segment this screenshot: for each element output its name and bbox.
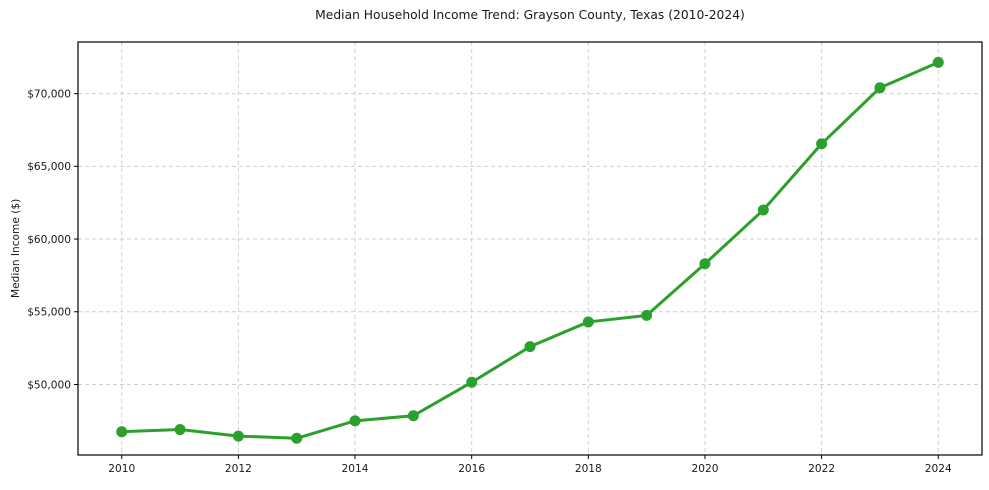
x-tick-label: 2014	[342, 463, 369, 475]
data-point-2022	[816, 138, 828, 150]
x-tick-label: 2020	[691, 463, 718, 475]
y-tick-label: $65,000	[27, 161, 71, 173]
data-point-2014	[349, 415, 361, 427]
data-point-2012	[232, 430, 244, 442]
data-point-2017	[524, 341, 536, 353]
data-point-2011	[174, 424, 186, 436]
x-tick-label: 2018	[575, 463, 602, 475]
data-point-2023	[874, 82, 886, 94]
x-tick-label: 2024	[925, 463, 952, 475]
data-point-2019	[641, 309, 653, 321]
data-point-2024	[932, 56, 944, 68]
x-tick-label: 2022	[808, 463, 835, 475]
plot-border	[77, 41, 983, 456]
y-axis-label: Median Income ($)	[10, 198, 22, 299]
data-point-2015	[407, 410, 419, 422]
data-point-2021	[757, 204, 769, 216]
x-tick-label: 2012	[225, 463, 252, 475]
y-tick-label: $70,000	[27, 88, 71, 100]
trend-line	[120, 60, 940, 440]
x-tick-label: 2010	[108, 463, 135, 475]
data-point-2016	[466, 376, 478, 388]
chart-title: Median Household Income Trend: Grayson C…	[315, 8, 745, 22]
data-point-2013	[291, 432, 303, 444]
y-tick-label: $55,000	[27, 307, 71, 319]
data-point-2020	[699, 258, 711, 270]
data-point-2010	[116, 426, 128, 438]
data-point-2018	[582, 316, 594, 328]
y-tick-label: $60,000	[27, 234, 71, 246]
x-tick-label: 2016	[458, 463, 485, 475]
y-tick-label: $50,000	[27, 379, 71, 391]
